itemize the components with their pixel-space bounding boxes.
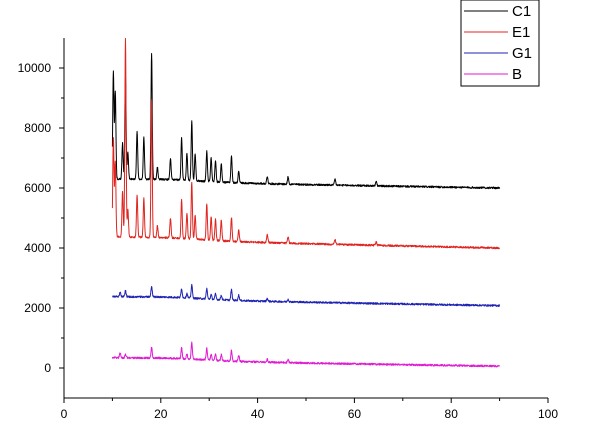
x-tick-label: 20 — [154, 407, 168, 421]
series-line-g1 — [112, 283, 501, 307]
legend-label-c1: C1 — [512, 3, 531, 20]
legend-label-b: B — [512, 66, 522, 83]
x-tick-label: 0 — [61, 407, 68, 421]
series-line-c1 — [111, 52, 501, 190]
y-tick-label: 2000 — [24, 301, 51, 315]
series-line-e1 — [111, 37, 500, 250]
x-tick-label: 100 — [538, 407, 558, 421]
x-tick-label: 60 — [348, 407, 362, 421]
legend-frame — [460, 0, 540, 87]
legend: C1 E1 G1 B — [460, 0, 540, 87]
y-tick-label: 6000 — [24, 181, 51, 195]
y-tick-label: 8000 — [24, 121, 51, 135]
legend-label-g1: G1 — [512, 45, 532, 62]
y-tick-label: 10000 — [18, 61, 52, 75]
x-tick-label: 80 — [445, 407, 459, 421]
series-lines — [111, 37, 501, 368]
axes: 0 2000 4000 6000 8000 10000 0 20 40 60 80 100 — [18, 38, 558, 421]
series-line-b — [111, 341, 501, 368]
y-tick-label: 4000 — [24, 241, 51, 255]
legend-label-e1: E1 — [512, 24, 530, 41]
y-tick-label: 0 — [44, 361, 51, 375]
x-tick-label: 40 — [251, 407, 265, 421]
